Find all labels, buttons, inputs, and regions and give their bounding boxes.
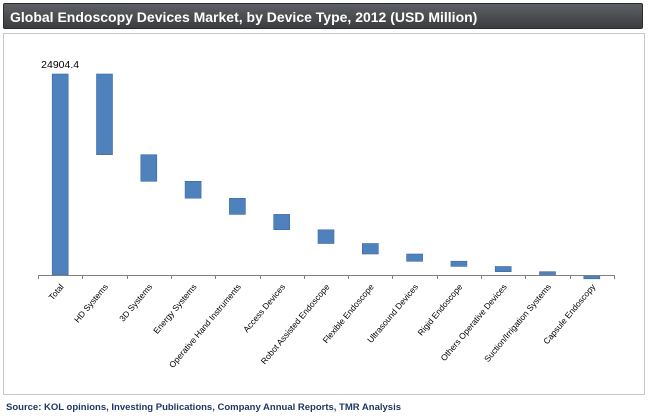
category-label: Rigid Endoscope	[415, 282, 464, 338]
bar-total	[51, 73, 69, 276]
bar-flexible-endoscope	[361, 243, 379, 255]
bar-rigid-endoscope	[450, 260, 468, 267]
bar-access-devices	[273, 214, 291, 230]
bar-capsule-endoscopy	[583, 275, 601, 280]
category-label: 3D Systems	[117, 282, 154, 324]
category-label: Operative Hand Instruments	[167, 282, 243, 370]
bar-others-operative-devices	[494, 266, 512, 272]
chart-area: Total 24904.4 HD Systems 3D Systems Energy S…	[3, 33, 645, 395]
bar-operative-hand-instruments	[229, 198, 246, 215]
category-label: Energy Systems	[151, 282, 198, 336]
bar-ultrasound-devices	[406, 253, 423, 262]
bar-robot-assisted-endoscope	[317, 229, 335, 244]
source-note: Source: KOL opinions, Investing Publicat…	[6, 402, 402, 413]
chart-title: Global Endoscopy Devices Market, by Devi…	[3, 3, 643, 29]
bar-energy-systems	[184, 181, 202, 199]
data-label-total: 24904.4	[41, 59, 79, 71]
bars-layer	[38, 73, 615, 280]
bar-hd-systems	[96, 73, 113, 155]
category-label: Ultrasound Devices	[365, 282, 420, 345]
category-label: HD Systems	[72, 282, 110, 325]
category-label: Access Devices	[241, 282, 287, 334]
category-label: Total	[46, 282, 65, 302]
bar-3d-systems	[140, 154, 158, 182]
